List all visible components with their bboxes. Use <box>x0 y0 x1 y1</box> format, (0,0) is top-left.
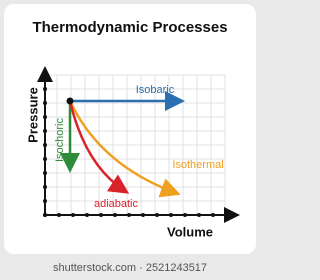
axis-dots <box>43 87 215 217</box>
axis-dot <box>43 115 47 119</box>
isothermal-arrow <box>68 100 181 198</box>
axis-dot <box>85 213 89 217</box>
isothermal-label: Isothermal <box>172 159 223 171</box>
axis-dot <box>43 171 47 175</box>
axis-dot <box>155 213 159 217</box>
footer: shutterstock.com · 2521243517 <box>53 262 207 274</box>
axis-dot <box>169 213 173 217</box>
axis-dot <box>99 213 103 217</box>
start-point <box>66 97 74 105</box>
axis-dot <box>43 129 47 133</box>
axis-dot <box>183 213 187 217</box>
y-axis-label: Pressure <box>25 87 40 143</box>
axis-dot <box>141 213 145 217</box>
diagram: Thermodynamic Processes Pressure Volume … <box>4 4 256 274</box>
axis-dot <box>127 213 131 217</box>
card <box>4 4 256 254</box>
axis-dot <box>113 213 117 217</box>
isochoric-label: Isochoric <box>54 117 66 162</box>
x-axis-label: Volume <box>167 224 213 239</box>
title: Thermodynamic Processes <box>32 19 227 36</box>
axis-dot <box>43 185 47 189</box>
axis-dot <box>71 213 75 217</box>
adiabatic-label: adiabatic <box>94 198 139 210</box>
axis-dot <box>43 199 47 203</box>
axis-dot <box>211 213 215 217</box>
axis-dot <box>43 87 47 91</box>
axis-dot <box>43 157 47 161</box>
axis-dot <box>43 101 47 105</box>
axis-dot <box>57 213 61 217</box>
axis-dot <box>197 213 201 217</box>
adiabatic-arrow <box>68 100 130 194</box>
page: Thermodynamic Processes Pressure Volume … <box>4 4 256 274</box>
isobaric-label: Isobaric <box>136 84 175 96</box>
axis-dot <box>43 213 47 217</box>
axis-dot <box>43 143 47 147</box>
